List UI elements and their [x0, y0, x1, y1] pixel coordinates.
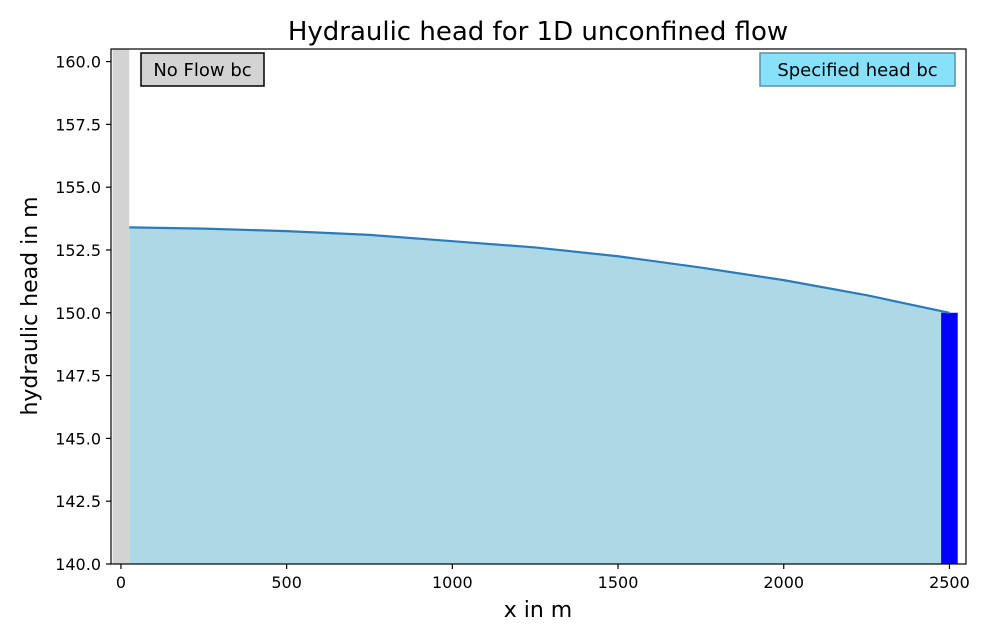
plot-frame	[110, 48, 967, 565]
x-tick-label: 2500	[929, 573, 970, 592]
head-curve-line	[129, 226, 950, 314]
x-axis: 0 500 1000 1500 2000 2500	[116, 564, 970, 592]
specified-head-bc-legend: Specified head bc	[759, 52, 956, 87]
y-tick-label: 152.5	[55, 241, 101, 260]
y-tick-label: 142.5	[55, 492, 101, 511]
x-axis-label: x in m	[504, 598, 573, 623]
no-flow-bc-box	[140, 52, 265, 87]
chart-marks	[112, 49, 958, 565]
x-tick-label: 1500	[598, 573, 639, 592]
y-tick-label: 157.5	[55, 115, 101, 134]
y-tick-label: 150.0	[55, 304, 101, 323]
x-tick-label: 0	[116, 573, 126, 592]
specified-head-bc-bar	[941, 312, 958, 564]
x-tick-label: 1000	[432, 573, 473, 592]
y-axis: 140.0 142.5 145.0 147.5 150.0 152.5 155.0 157.5…	[55, 53, 111, 574]
plot-area	[110, 48, 967, 565]
no-flow-bc-bar	[112, 49, 130, 564]
specified-head-bc-box	[759, 52, 956, 87]
x-tick-label: 2000	[763, 573, 804, 592]
no-flow-bc-label: No Flow bc	[153, 60, 251, 81]
y-axis-label: hydraulic head in m	[18, 196, 43, 415]
y-tick-label: 140.0	[55, 555, 101, 574]
y-tick-label: 155.0	[55, 178, 101, 197]
chart-title: Hydraulic head for 1D unconfined flow	[288, 17, 788, 47]
head-area-fill	[129, 227, 950, 565]
y-tick-label: 145.0	[55, 429, 101, 448]
x-tick-label: 500	[271, 573, 302, 592]
y-tick-label: 147.5	[55, 367, 101, 386]
no-flow-bc-legend: No Flow bc	[140, 52, 265, 87]
y-tick-label: 160.0	[55, 53, 101, 72]
specified-head-bc-label: Specified head bc	[777, 60, 937, 81]
